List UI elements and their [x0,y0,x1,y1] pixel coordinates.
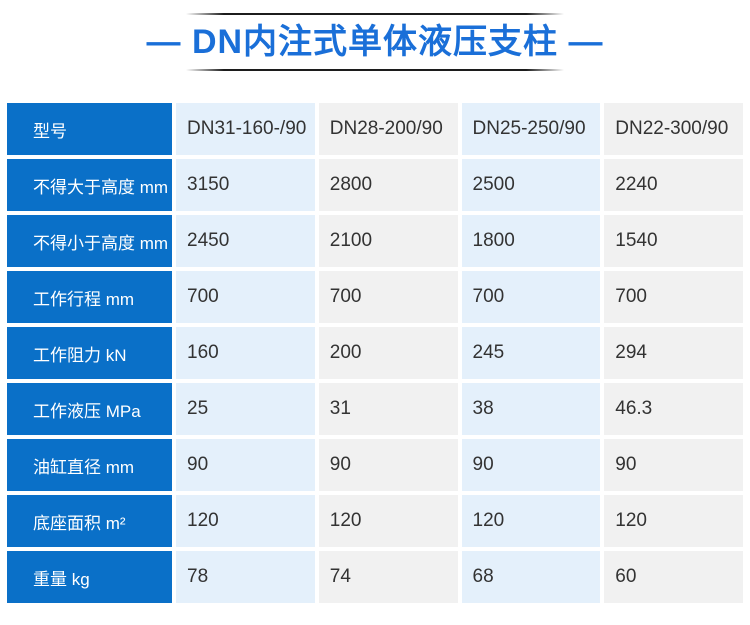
row-label-cell: 油缸直径 mm [7,439,172,491]
value-cell: 120 [176,495,315,547]
value-cell: 90 [318,439,458,491]
value-cell: 1540 [604,215,743,267]
row-label-cell: 工作液压 MPa [7,383,172,435]
value-cell: 700 [318,271,458,323]
row-label-cell: 底座面积 m² [7,495,172,547]
value-cell: 2450 [176,215,315,267]
value-cell: 25 [176,383,315,435]
value-cell: 200 [318,327,458,379]
table-row: 油缸直径 mm 90 90 90 90 [7,439,743,491]
value-cell: 90 [461,439,601,491]
table-row: 不得大于高度 mm 3150 2800 2500 2240 [7,159,743,211]
value-cell: 120 [461,495,601,547]
value-cell: 294 [604,327,743,379]
value-cell: 700 [461,271,601,323]
value-cell: 38 [461,383,601,435]
table-header-row: 型号 DN31-160-/90 DN28-200/90 DN25-250/90 … [7,103,743,155]
value-cell: 245 [461,327,601,379]
value-cell: 78 [176,551,315,603]
value-cell: 2240 [604,159,743,211]
value-cell: 1800 [461,215,601,267]
value-cell: 120 [604,495,743,547]
value-cell: 120 [318,495,458,547]
model-header-cell: DN31-160-/90 [176,103,315,155]
row-label-cell: 不得小于高度 mm [7,215,172,267]
model-header-cell: DN22-300/90 [604,103,743,155]
value-cell: 2500 [461,159,601,211]
row-label-cell: 不得大于高度 mm [7,159,172,211]
value-cell: 31 [318,383,458,435]
value-cell: 160 [176,327,315,379]
table-row: 工作行程 mm 700 700 700 700 [7,271,743,323]
table-row: 底座面积 m² 120 120 120 120 [7,495,743,547]
value-cell: 60 [604,551,743,603]
model-header-cell: DN25-250/90 [461,103,601,155]
value-cell: 2100 [318,215,458,267]
value-cell: 3150 [176,159,315,211]
title-block: — DN内注式单体液压支柱 — [0,0,750,71]
value-cell: 90 [604,439,743,491]
table-row: 重量 kg 78 74 68 60 [7,551,743,603]
table-row: 工作阻力 kN 160 200 245 294 [7,327,743,379]
value-cell: 46.3 [604,383,743,435]
spec-table: 型号 DN31-160-/90 DN28-200/90 DN25-250/90 … [3,99,747,607]
title-rule-bottom [186,69,564,71]
row-label-cell: 工作阻力 kN [7,327,172,379]
table-row: 工作液压 MPa 25 31 38 46.3 [7,383,743,435]
page-title: — DN内注式单体液压支柱 — [146,23,604,61]
table-row: 不得小于高度 mm 2450 2100 1800 1540 [7,215,743,267]
value-cell: 700 [176,271,315,323]
row-label-cell: 工作行程 mm [7,271,172,323]
value-cell: 2800 [318,159,458,211]
corner-label-cell: 型号 [7,103,172,155]
title-rule-top [186,13,564,15]
value-cell: 74 [318,551,458,603]
row-label-cell: 重量 kg [7,551,172,603]
value-cell: 68 [461,551,601,603]
value-cell: 700 [604,271,743,323]
model-header-cell: DN28-200/90 [318,103,458,155]
value-cell: 90 [176,439,315,491]
